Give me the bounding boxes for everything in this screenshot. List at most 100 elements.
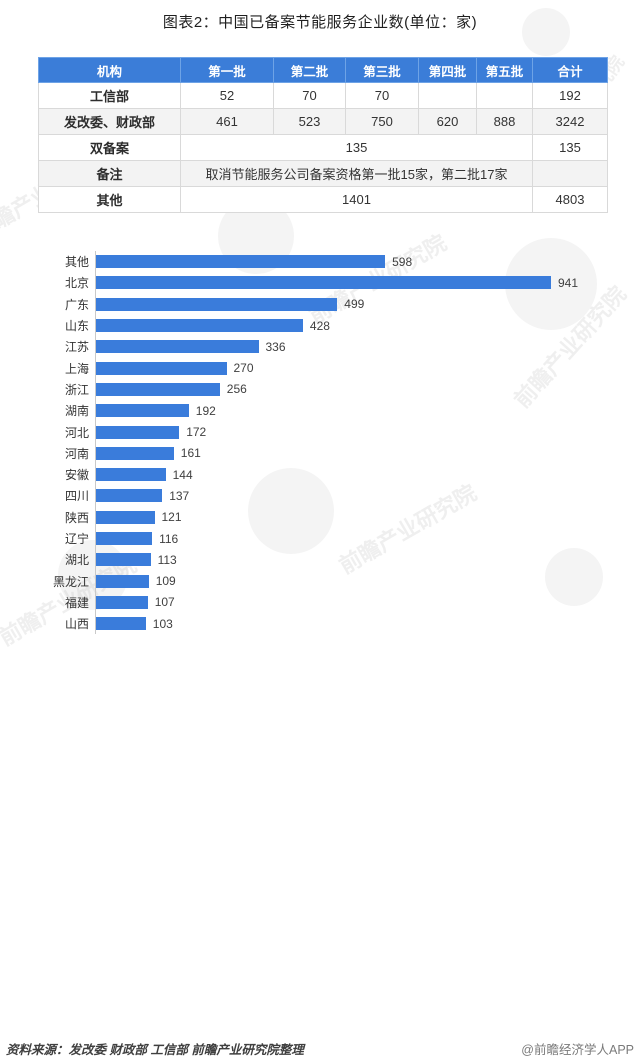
bar [96,340,259,354]
bar-plot-area: 256 [95,378,634,401]
bar-plot-area: 270 [95,357,634,379]
table-header-cell: 机构 [38,57,181,83]
table-header-cell: 第二批 [273,57,346,83]
bar-plot-area: 172 [95,421,634,443]
bar-category-label: 辽宁 [64,532,89,546]
registration-table: 机构 第一批 第二批 第三批 第四批 第五批 合计 工信部 52 70 70 192 发改委、财政部 4… [38,57,608,213]
bar-row: 山西 103 [0,613,634,635]
table-row-label: 双备案 [38,134,181,161]
table-cell: 750 [345,108,419,135]
bar-value-label: 192 [195,403,216,418]
table-total-cell: 135 [532,134,608,161]
figure-title: 图表2：中国已备案节能服务企业数(单位：家) [162,14,478,31]
bar [96,425,180,439]
bar-plot-area: 103 [95,613,634,635]
bar-plot-area: 107 [95,591,634,614]
bar-plot-area: 192 [95,400,634,422]
bar [96,532,153,545]
table-total-cell: 3242 [532,108,608,135]
bar-category-label: 浙江 [64,382,89,397]
bar-category-label: 湖南 [64,404,89,419]
table-row: 双备案 135 135 [38,134,608,161]
bar-plot-area: 428 [95,314,634,337]
bar-category-label: 湖北 [64,553,89,568]
bar-row: 陕西 121 [0,506,634,528]
bar-value-label: 598 [392,254,413,269]
bar-plot-area: 598 [95,251,634,273]
bar-value-label: 137 [169,488,190,503]
bar-value-label: 499 [344,297,365,312]
bar-plot-area: 499 [95,293,634,315]
bar-category-label: 河北 [64,425,89,440]
bar-row: 山东 428 [0,314,634,337]
table-cell [418,82,477,109]
table-row-label: 备注 [38,160,181,187]
bar [96,489,163,503]
bar-category-label: 上海 [64,361,89,376]
bar [96,595,148,609]
bar [96,446,174,460]
table-span-cell: 1401 [180,186,533,213]
bar-row: 四川 137 [0,485,634,507]
bar [96,276,551,290]
bar-value-label: 103 [152,616,173,631]
table-cell: 461 [180,108,274,135]
table-row: 其他 1401 4803 [38,186,608,213]
bar-plot-area: 144 [95,463,634,486]
bar [96,510,155,524]
bar-row: 福建 107 [0,591,634,614]
table-header-cell: 第五批 [476,57,533,83]
bar [96,382,220,396]
bar-value-label: 107 [154,595,175,610]
table-span-cell: 135 [180,134,533,161]
bar-category-label: 安徽 [64,468,89,483]
table-header-row: 机构 第一批 第二批 第三批 第四批 第五批 合计 [38,57,608,83]
bar-row: 北京 941 [0,272,634,294]
bar [96,255,386,269]
bar-category-label: 四川 [64,489,89,504]
bar [96,297,338,311]
bar-value-label: 270 [233,361,254,376]
bar-row: 河南 161 [0,442,634,464]
bar-row: 浙江 256 [0,378,634,401]
table-total-cell: 4803 [532,186,608,213]
bar-plot-area: 109 [95,570,634,592]
bar-row: 安徽 144 [0,463,634,486]
bar-value-label: 109 [155,574,176,589]
bar-plot-area: 336 [95,336,634,358]
bar-row: 其他 598 [0,251,634,273]
bar-value-label: 172 [186,425,207,440]
bar-plot-area: 113 [95,549,634,571]
bar-category-label: 江苏 [64,340,89,355]
bar-row: 湖南 192 [0,400,634,422]
footer: 资料来源：发改委 财政部 工信部 前瞻产业研究院整理 @前瞻经济学人APP [0,1039,640,1059]
table-header-cell: 第三批 [345,57,419,83]
bar-category-label: 福建 [64,595,89,610]
bar [96,553,151,567]
table-cell [476,82,533,109]
bar-row: 江苏 336 [0,336,634,358]
table-row: 工信部 52 70 70 192 [38,82,608,109]
bar-value-label: 428 [309,318,330,333]
bar-category-label: 其他 [64,255,89,270]
bar-category-label: 黑龙江 [52,574,89,589]
bar-category-label: 山西 [64,617,89,632]
bar-value-label: 941 [558,275,579,290]
bar-row: 湖北 113 [0,549,634,571]
bar-category-label: 河南 [64,446,89,461]
table-row: 备注 取消节能服务公司备案资格第一批15家，第二批17家 [38,160,608,187]
bar-row: 上海 270 [0,357,634,379]
bar-category-label: 广东 [64,297,89,312]
bar-row: 辽宁 116 [0,527,634,550]
table-total-cell [532,160,608,187]
table-cell: 52 [180,82,274,109]
bar-value-label: 336 [265,339,286,354]
bar-plot-area: 161 [95,442,634,464]
table-cell: 70 [273,82,346,109]
table-header-cell: 合计 [532,57,608,83]
bar-value-label: 113 [157,552,177,567]
bar-row: 广东 499 [0,293,634,315]
bar-category-label: 山东 [64,319,89,334]
bar-value-label: 161 [180,446,201,461]
bar-value-label: 256 [226,382,247,397]
